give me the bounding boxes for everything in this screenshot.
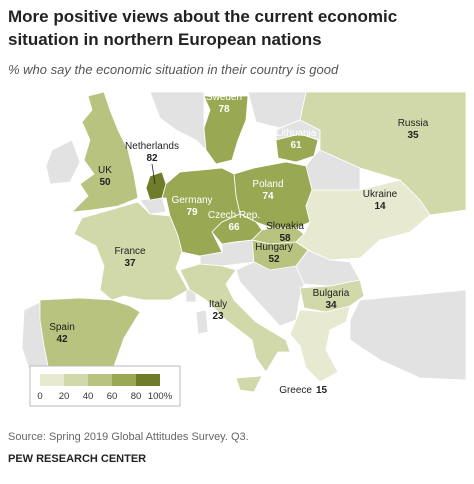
country	[289, 305, 351, 383]
legend-tick-label: 0	[37, 391, 42, 402]
legend-swatch	[112, 374, 136, 386]
country-value: 79	[186, 207, 198, 218]
legend: 0 20 40 60 80 100%	[29, 365, 181, 407]
countries	[39, 91, 467, 393]
country-value: 50	[99, 177, 111, 188]
country-value: 52	[268, 254, 280, 265]
country	[251, 239, 309, 271]
legend-swatch	[40, 374, 64, 386]
country-value: 15	[316, 385, 328, 396]
country-name: Czech Rep.	[208, 210, 260, 221]
country-value: 78	[218, 104, 230, 115]
legend-swatch	[64, 374, 88, 386]
country-value: 58	[279, 233, 291, 244]
country-name: Netherlands	[125, 141, 179, 152]
country-value: 35	[407, 130, 419, 141]
land	[349, 289, 467, 381]
country	[275, 133, 319, 163]
country-name: Russia	[398, 118, 429, 129]
country-name: UK	[98, 165, 112, 176]
country-value: 14	[374, 201, 386, 212]
country-name: Slovakia	[266, 221, 304, 232]
legend-swatch	[88, 374, 112, 386]
country	[295, 179, 431, 261]
land	[149, 91, 207, 152]
country-value: 74	[262, 191, 274, 202]
subtitle: % who say the economic situation in thei…	[8, 62, 339, 77]
country-value: 82	[146, 153, 158, 164]
source: Source: Spring 2019 Global Attitudes Sur…	[8, 431, 249, 443]
country-name: Ukraine	[363, 189, 398, 200]
country-value: 66	[228, 222, 240, 233]
country	[299, 279, 365, 313]
leader-line	[151, 163, 156, 185]
country-name: Greece	[279, 385, 312, 396]
country-name: France	[114, 246, 146, 257]
country-value: 37	[124, 258, 136, 269]
land	[195, 309, 209, 335]
land	[45, 139, 81, 185]
legend-swatch	[136, 374, 160, 386]
country-name: Sweden	[206, 92, 242, 103]
country-name: Italy	[209, 299, 227, 310]
country-name: Poland	[252, 179, 283, 190]
country-name: Bulgaria	[313, 288, 350, 299]
country-name: Germany	[171, 195, 212, 206]
country-value: 34	[325, 300, 337, 311]
country	[73, 201, 189, 301]
country-name: Lithuania	[276, 128, 317, 139]
legend-tick-label: 20	[59, 391, 70, 402]
country	[203, 95, 249, 165]
country	[70, 91, 139, 213]
legend-tick-label: 100%	[148, 391, 173, 402]
title-line: More positive views about the current ec…	[8, 7, 397, 26]
country	[179, 263, 291, 393]
legend-tick-label: 40	[83, 391, 94, 402]
country-value: 61	[290, 140, 302, 151]
legend-tick-label: 60	[107, 391, 118, 402]
country-name: Hungary	[255, 242, 293, 253]
country-value: 42	[56, 334, 68, 345]
title-line: situation in northern European nations	[8, 30, 322, 49]
country-value: 23	[212, 311, 224, 322]
country-name: Spain	[49, 322, 75, 333]
org: PEW RESEARCH CENTER	[8, 453, 146, 465]
legend-tick-label: 80	[131, 391, 142, 402]
